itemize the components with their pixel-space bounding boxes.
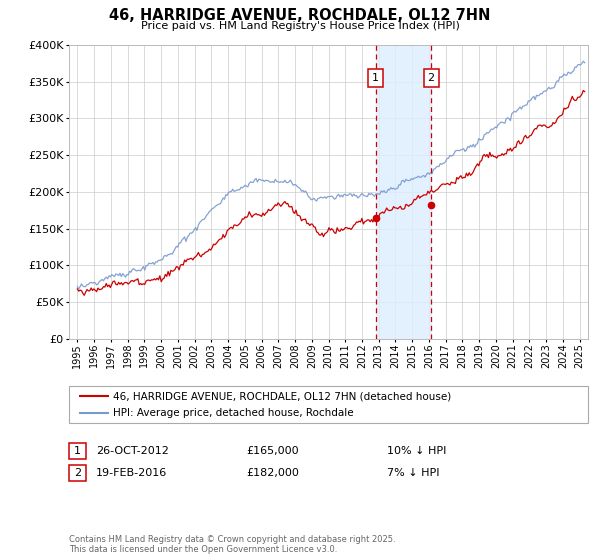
Text: 26-OCT-2012: 26-OCT-2012 <box>96 446 169 456</box>
Text: 19-FEB-2016: 19-FEB-2016 <box>96 468 167 478</box>
Text: HPI: Average price, detached house, Rochdale: HPI: Average price, detached house, Roch… <box>113 408 353 418</box>
Text: Contains HM Land Registry data © Crown copyright and database right 2025.
This d: Contains HM Land Registry data © Crown c… <box>69 535 395 554</box>
Text: 10% ↓ HPI: 10% ↓ HPI <box>387 446 446 456</box>
Text: Price paid vs. HM Land Registry's House Price Index (HPI): Price paid vs. HM Land Registry's House … <box>140 21 460 31</box>
Text: 2: 2 <box>74 468 81 478</box>
Text: 7% ↓ HPI: 7% ↓ HPI <box>387 468 439 478</box>
Text: 46, HARRIDGE AVENUE, ROCHDALE, OL12 7HN (detached house): 46, HARRIDGE AVENUE, ROCHDALE, OL12 7HN … <box>113 391 451 401</box>
Text: 1: 1 <box>74 446 81 456</box>
Text: 46, HARRIDGE AVENUE, ROCHDALE, OL12 7HN: 46, HARRIDGE AVENUE, ROCHDALE, OL12 7HN <box>109 8 491 24</box>
Bar <box>376 45 431 339</box>
Text: 1: 1 <box>372 73 379 83</box>
Text: £165,000: £165,000 <box>246 446 299 456</box>
Text: £182,000: £182,000 <box>246 468 299 478</box>
Text: 2: 2 <box>428 73 434 83</box>
